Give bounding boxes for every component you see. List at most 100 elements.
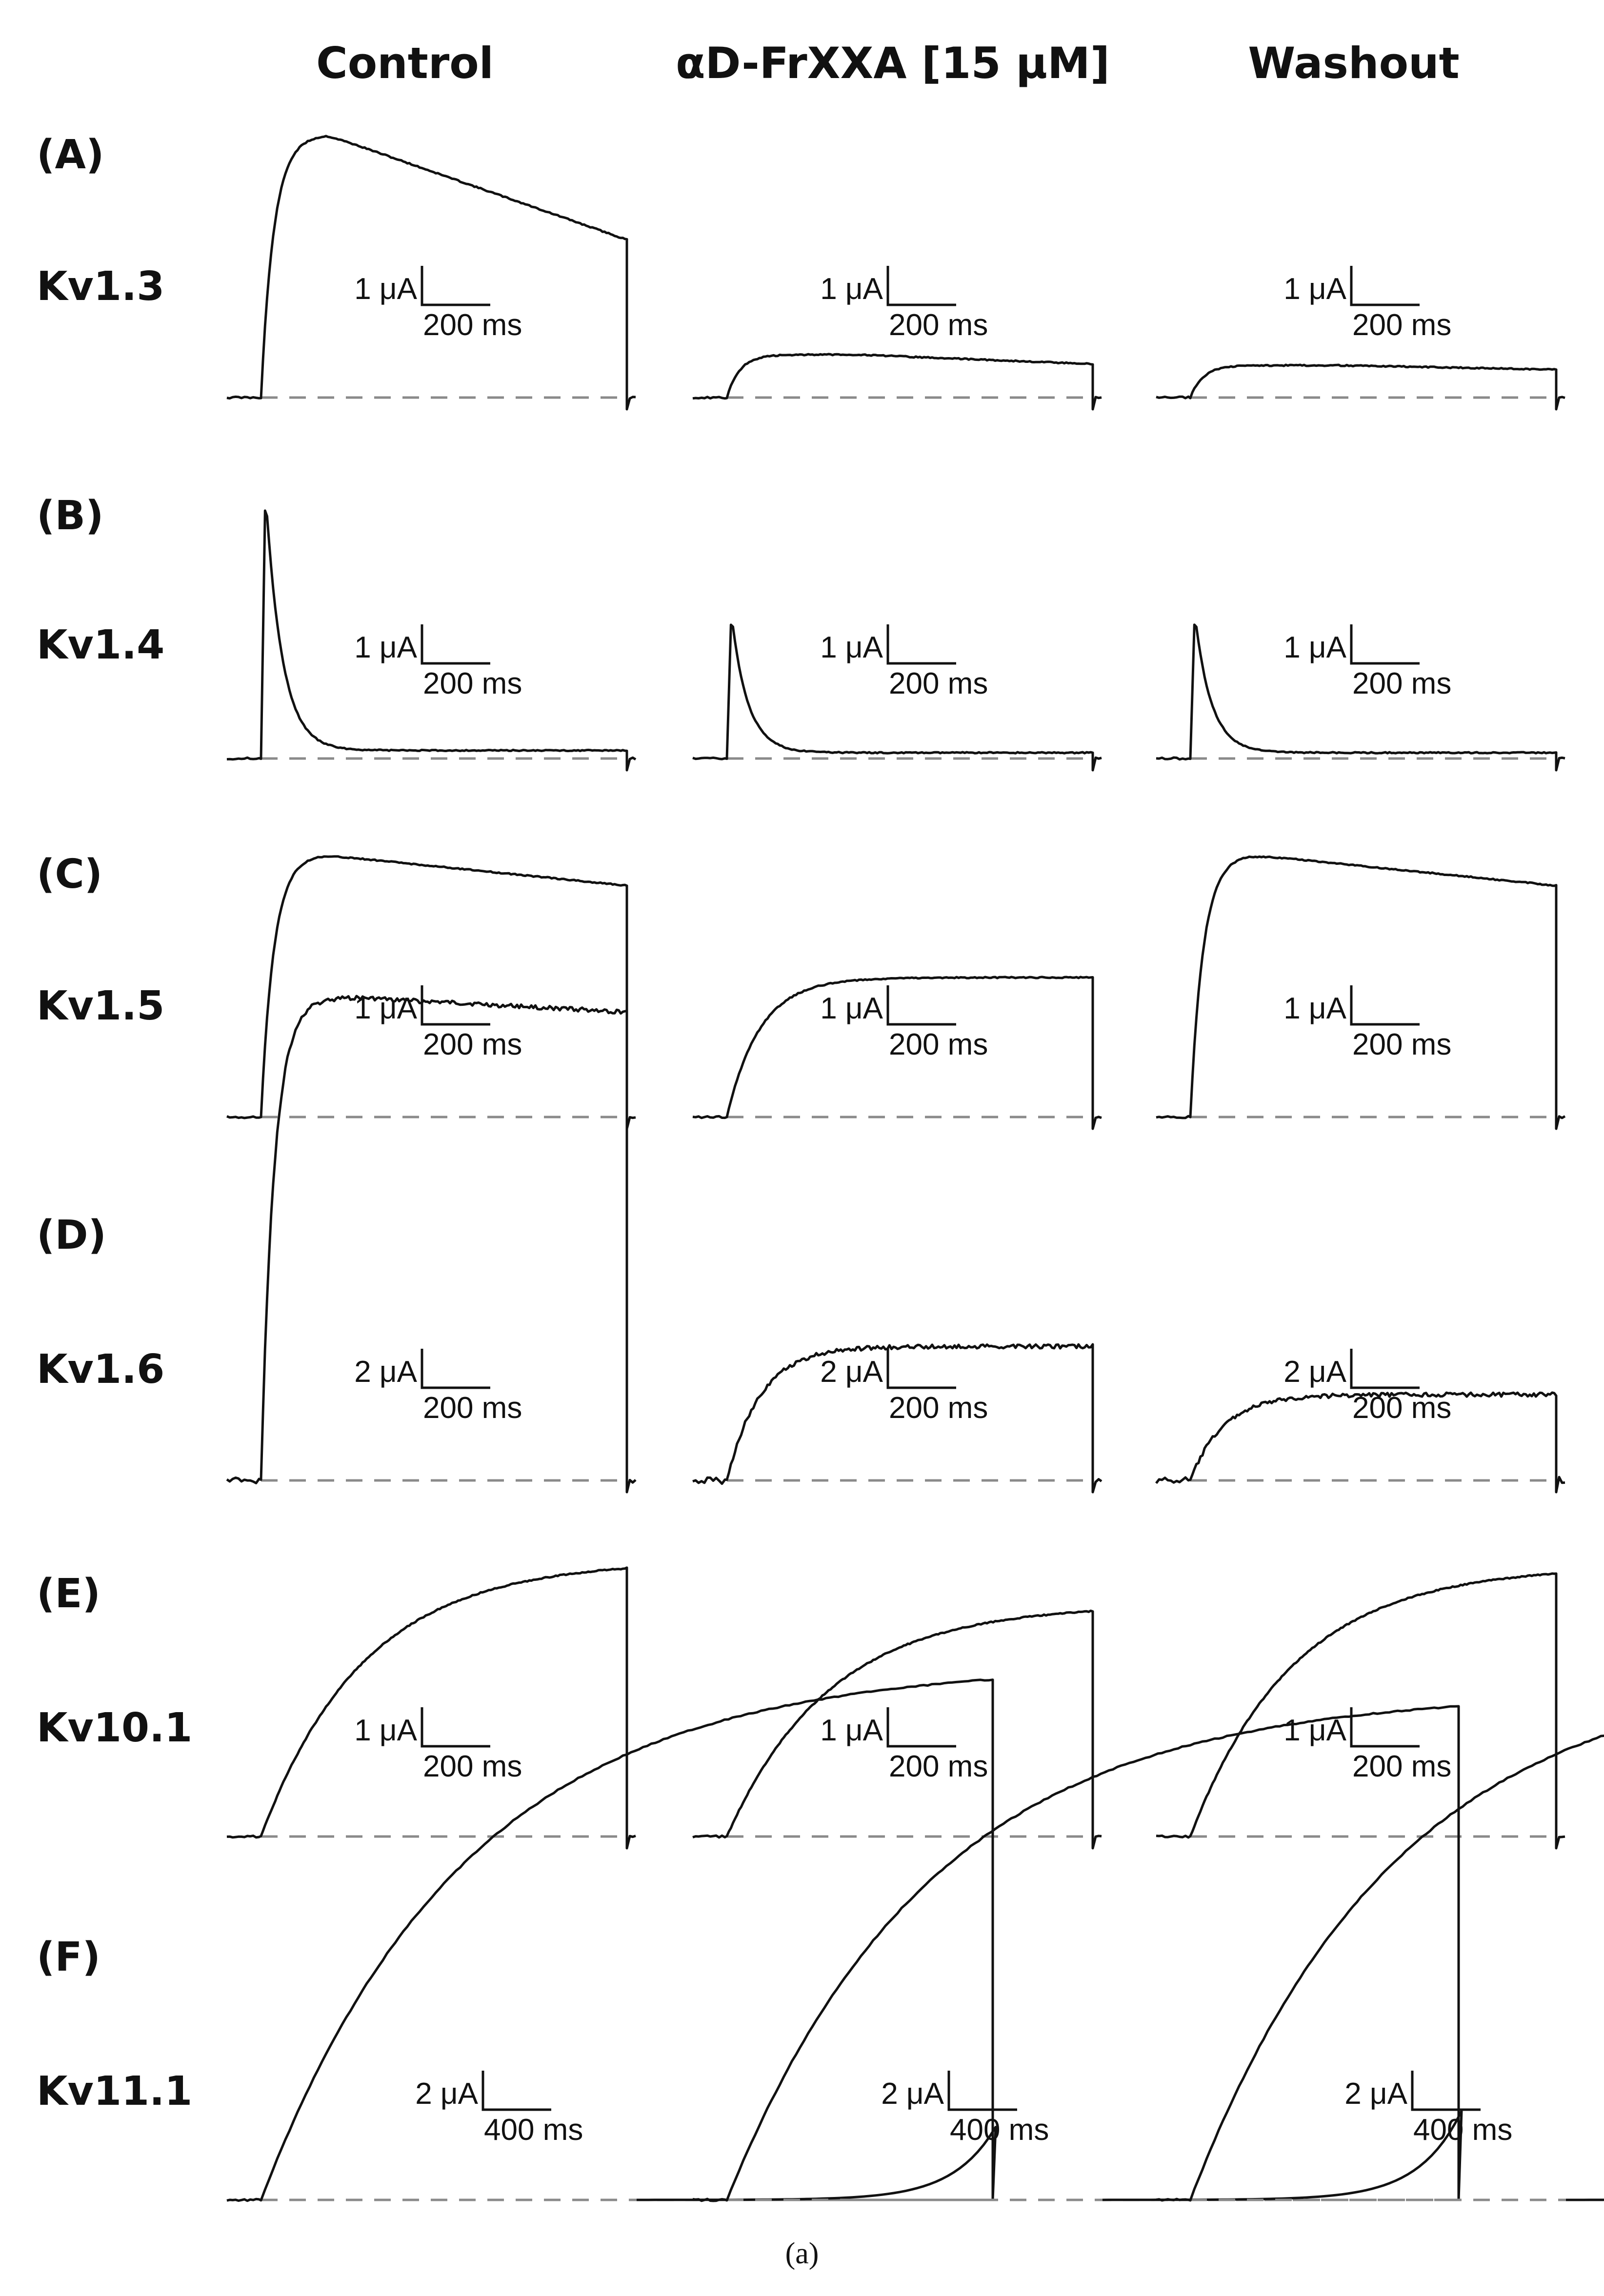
scale-bar <box>886 624 956 665</box>
scale-time-label: 200 ms <box>889 1028 988 1061</box>
scale-current-label: 2 μA <box>354 1355 417 1389</box>
channel-label: Kv1.3 <box>37 263 164 310</box>
panel-letter: (C) <box>37 851 102 898</box>
panel-letter: (B) <box>37 493 103 539</box>
channel-label: Kv1.5 <box>37 983 164 1029</box>
figure-caption: (a) <box>785 2237 819 2270</box>
scale-current-label: 2 μA <box>881 2077 944 2111</box>
scale-time-label: 200 ms <box>1352 1391 1451 1425</box>
scale-bar <box>886 1349 956 1389</box>
scale-time-label: 200 ms <box>1352 1750 1451 1783</box>
scale-time-label: 200 ms <box>1352 308 1451 342</box>
scale-bar <box>421 1349 490 1389</box>
scale-current-label: 1 μA <box>820 272 883 306</box>
scale-bar <box>1350 624 1420 665</box>
scale-current-label: 1 μA <box>1283 1714 1346 1747</box>
current-trace-kv10-1-washout <box>1156 1572 1565 1850</box>
scale-bar <box>1350 266 1420 306</box>
current-trace-kv10-1-d-frxxa-15-m <box>692 1609 1102 1850</box>
scale-time-label: 200 ms <box>889 1391 988 1425</box>
scale-bar <box>886 985 956 1026</box>
scale-bar <box>421 985 490 1026</box>
scale-time-label: 200 ms <box>423 308 522 342</box>
current-trace-kv1-5-control <box>226 855 636 1130</box>
scale-time-label: 200 ms <box>423 1028 522 1061</box>
scale-current-label: 1 μA <box>354 631 417 664</box>
channel-label: Kv10.1 <box>37 1705 192 1751</box>
scale-current-label: 1 μA <box>354 1714 417 1747</box>
scale-bar <box>886 1707 956 1748</box>
current-trace-kv11-1-control <box>226 1678 997 2202</box>
scale-bar <box>947 2071 1017 2111</box>
scale-current-label: 2 μA <box>820 1355 883 1389</box>
scale-bar <box>421 266 490 306</box>
current-trace-kv11-1-d-frxxa-15-m <box>692 1705 1463 2202</box>
current-trace-kv1-6-control <box>226 995 637 1494</box>
scale-current-label: 1 μA <box>1283 631 1346 664</box>
scale-bar <box>1411 2071 1481 2111</box>
current-trace-kv1-3-control <box>226 135 636 411</box>
scale-time-label: 400 ms <box>1413 2113 1512 2147</box>
scale-time-label: 200 ms <box>1352 1028 1451 1061</box>
channel-label: Kv1.4 <box>37 622 164 668</box>
scale-bar <box>481 2071 551 2111</box>
scale-current-label: 2 μA <box>415 2077 478 2111</box>
column-titles: Control αD-FrXXA [15 μM] Washout <box>316 38 1460 88</box>
channel-label: Kv1.6 <box>37 1346 164 1393</box>
scale-time-label: 400 ms <box>484 2113 583 2147</box>
scale-time-label: 200 ms <box>889 1750 988 1783</box>
current-trace-kv1-3-d-frxxa-15-m <box>692 353 1102 411</box>
scale-bar <box>886 266 956 306</box>
current-trace-kv1-5-washout <box>1156 855 1566 1130</box>
current-trace-kv1-4-control <box>226 509 637 772</box>
channel-label: Kv11.1 <box>37 2068 192 2115</box>
current-trace-kv10-1-control <box>226 1566 636 1850</box>
scale-current-label: 1 μA <box>1283 992 1346 1025</box>
scale-time-label: 200 ms <box>423 1391 522 1425</box>
panel-letter: (E) <box>37 1571 100 1617</box>
scale-time-label: 200 ms <box>889 308 988 342</box>
current-trace-kv1-3-washout <box>1156 363 1565 411</box>
scale-current-label: 1 μA <box>820 1714 883 1747</box>
current-trace-kv1-4-washout <box>1156 623 1565 772</box>
scale-current-label: 1 μA <box>820 992 883 1025</box>
scale-current-label: 1 μA <box>354 272 417 306</box>
current-trace-kv1-4-d-frxxa-15-m <box>692 623 1102 772</box>
scale-time-label: 200 ms <box>889 667 988 700</box>
scale-time-label: 200 ms <box>423 667 522 700</box>
panel-letter: (F) <box>37 1934 100 1980</box>
current-trace-kv1-6-washout <box>1155 1391 1565 1494</box>
column-title-control: Control <box>316 38 494 88</box>
scale-bar <box>1350 1707 1420 1748</box>
scale-bar <box>1350 985 1420 1026</box>
panel-letter: (D) <box>37 1212 106 1258</box>
column-title-washout: Washout <box>1248 38 1460 88</box>
scale-current-label: 2 μA <box>1344 2077 1407 2111</box>
current-trace-kv1-5-d-frxxa-15-m <box>692 976 1102 1130</box>
scale-time-label: 200 ms <box>423 1750 522 1783</box>
scale-bar <box>421 624 490 665</box>
